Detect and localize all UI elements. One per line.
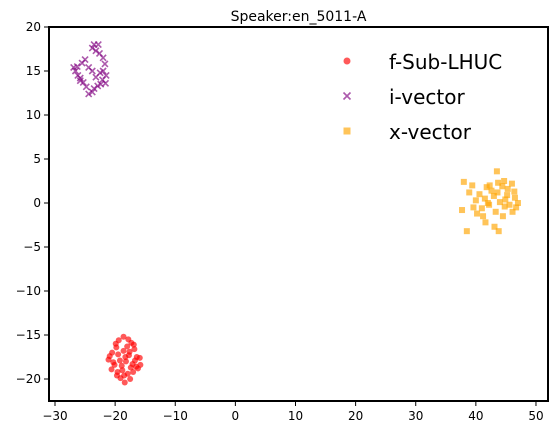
series-0 bbox=[106, 334, 144, 386]
data-point bbox=[470, 204, 476, 210]
legend-label: i-vector bbox=[389, 85, 465, 109]
data-point bbox=[473, 197, 479, 203]
data-point bbox=[476, 191, 482, 197]
y-tick-label: 5 bbox=[33, 152, 41, 166]
data-point bbox=[494, 189, 500, 195]
data-point bbox=[119, 363, 125, 369]
x-tick-label: 50 bbox=[528, 409, 543, 423]
data-point bbox=[461, 179, 467, 185]
x-tick-label: 20 bbox=[348, 409, 363, 423]
data-point bbox=[107, 353, 113, 359]
x-tick-label: 10 bbox=[288, 409, 303, 423]
data-point bbox=[89, 68, 95, 74]
data-point bbox=[121, 372, 127, 378]
data-point bbox=[485, 200, 491, 206]
y-tick-label: 15 bbox=[26, 64, 41, 78]
data-point bbox=[474, 211, 480, 217]
data-point bbox=[132, 358, 138, 364]
y-tick-label: −10 bbox=[16, 284, 41, 298]
data-point bbox=[115, 351, 121, 357]
data-point bbox=[128, 365, 134, 371]
y-tick-label: −20 bbox=[16, 372, 41, 386]
data-point bbox=[459, 207, 465, 213]
data-point bbox=[131, 346, 137, 352]
legend-marker bbox=[344, 93, 351, 100]
data-point bbox=[487, 182, 493, 188]
x-tick-label: −20 bbox=[102, 409, 127, 423]
data-point bbox=[469, 182, 475, 188]
data-point bbox=[95, 42, 101, 48]
data-point bbox=[127, 376, 133, 382]
data-point bbox=[510, 209, 516, 215]
data-point bbox=[499, 183, 505, 189]
data-point bbox=[501, 178, 507, 184]
data-point bbox=[500, 213, 506, 219]
legend-item-2: x-vector bbox=[344, 120, 472, 144]
y-tick-label: 10 bbox=[26, 108, 41, 122]
data-point bbox=[82, 57, 88, 63]
data-point bbox=[509, 181, 515, 187]
y-tick-label: 0 bbox=[33, 196, 41, 210]
data-point bbox=[137, 362, 143, 368]
legend-label: x-vector bbox=[389, 120, 472, 144]
x-tick-label: 30 bbox=[408, 409, 423, 423]
data-point bbox=[100, 55, 106, 61]
axes-layer: −30 −20 −10 0 10 20 30 40 50 −20 −15 −10 −5 0 5 10 15 20 bbox=[16, 20, 548, 423]
data-point bbox=[491, 224, 497, 230]
data-point bbox=[505, 186, 511, 192]
x-tick-label: 0 bbox=[232, 409, 240, 423]
x-tick-label: 40 bbox=[468, 409, 483, 423]
legend-marker bbox=[344, 58, 351, 65]
y-tick-label: −5 bbox=[23, 240, 41, 254]
data-point bbox=[464, 228, 470, 234]
data-point bbox=[112, 362, 118, 368]
plot-frame bbox=[49, 27, 548, 401]
x-tick-label: −30 bbox=[42, 409, 67, 423]
data-point bbox=[511, 189, 517, 195]
data-point bbox=[512, 195, 518, 201]
series-1 bbox=[71, 42, 109, 97]
legend-item-0: f-Sub-LHUC bbox=[344, 50, 503, 74]
data-point bbox=[502, 196, 508, 202]
x-tick-label: −10 bbox=[163, 409, 188, 423]
data-point bbox=[466, 189, 472, 195]
y-tick-label: −15 bbox=[16, 328, 41, 342]
data-point bbox=[117, 358, 123, 364]
data-point bbox=[479, 205, 485, 211]
data-point bbox=[482, 219, 488, 225]
data-point bbox=[102, 61, 108, 67]
data-point bbox=[114, 372, 120, 378]
legend-item-1: i-vector bbox=[344, 85, 466, 109]
data-point bbox=[116, 337, 122, 343]
data-point bbox=[515, 200, 521, 206]
data-point bbox=[480, 213, 486, 219]
data-point bbox=[128, 340, 134, 346]
legend-marker bbox=[344, 128, 351, 135]
data-point bbox=[493, 209, 499, 215]
data-point bbox=[494, 168, 500, 174]
y-tick-label: 20 bbox=[26, 20, 41, 34]
data-point bbox=[507, 202, 513, 208]
series-2 bbox=[459, 168, 521, 234]
legend: f-Sub-LHUC i-vector x-vector bbox=[344, 50, 503, 144]
data-point bbox=[122, 380, 128, 386]
chart-title: Speaker:en_5011-A bbox=[231, 9, 367, 25]
data-point bbox=[122, 354, 128, 360]
data-point bbox=[488, 188, 494, 194]
legend-label: f-Sub-LHUC bbox=[389, 50, 502, 74]
